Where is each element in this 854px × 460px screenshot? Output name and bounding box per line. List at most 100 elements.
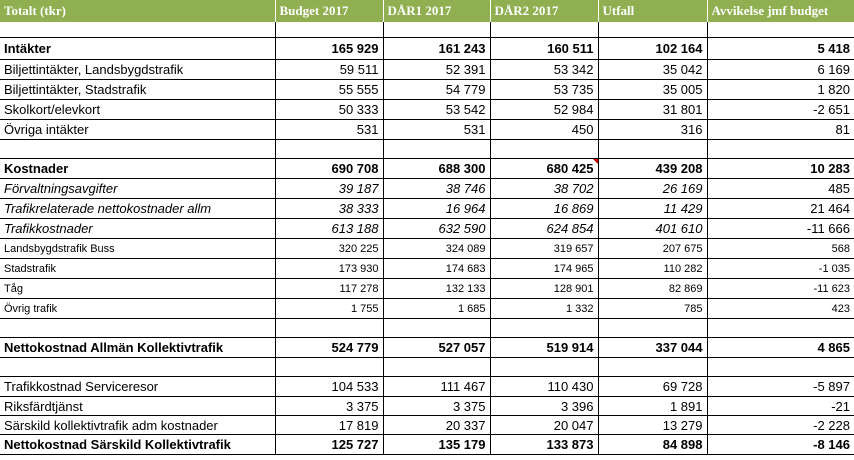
- table-cell[interactable]: Biljettintäkter, Landsbygdstrafik: [0, 59, 275, 80]
- table-cell[interactable]: 52 391: [383, 59, 491, 80]
- table-cell[interactable]: [707, 140, 854, 159]
- table-cell[interactable]: 117 278: [274, 278, 384, 299]
- table-cell[interactable]: 110 430: [490, 376, 599, 397]
- table-cell[interactable]: [274, 22, 384, 38]
- table-cell[interactable]: Trafikkostnad Serviceresor: [0, 376, 275, 397]
- table-cell[interactable]: 531: [274, 119, 384, 140]
- table-cell[interactable]: 38 333: [274, 198, 384, 219]
- table-cell[interactable]: 21 464: [707, 198, 854, 219]
- table-cell[interactable]: [0, 140, 275, 159]
- table-cell[interactable]: 35 005: [598, 79, 708, 100]
- table-cell[interactable]: 128 901: [490, 278, 599, 299]
- header-cell[interactable]: Utfall: [598, 0, 708, 22]
- table-cell[interactable]: 10 283: [707, 158, 854, 179]
- table-cell[interactable]: 160 511: [490, 37, 599, 60]
- table-cell[interactable]: 84 898: [598, 434, 708, 455]
- table-cell[interactable]: [490, 139, 599, 159]
- table-cell[interactable]: -11 666: [707, 218, 854, 239]
- table-cell[interactable]: 53 342: [490, 59, 599, 80]
- table-cell[interactable]: 337 044: [598, 337, 708, 358]
- table-cell[interactable]: -2 228: [707, 415, 854, 435]
- table-cell[interactable]: 439 208: [598, 158, 708, 179]
- table-cell[interactable]: Kostnader: [0, 158, 275, 179]
- table-cell[interactable]: 20 047: [490, 415, 599, 435]
- table-cell[interactable]: 53 542: [383, 99, 491, 120]
- table-cell[interactable]: 1 820: [707, 79, 854, 100]
- table-cell[interactable]: 401 610: [598, 218, 708, 239]
- table-cell[interactable]: -5 897: [707, 376, 854, 397]
- table-cell[interactable]: 35 042: [598, 59, 708, 80]
- table-cell[interactable]: 38 746: [383, 178, 491, 199]
- table-cell[interactable]: 81: [707, 119, 854, 140]
- table-cell[interactable]: Biljettintäkter, Stadstrafik: [0, 79, 275, 100]
- table-cell[interactable]: 54 779: [383, 79, 491, 100]
- table-cell[interactable]: 316: [598, 119, 708, 140]
- table-cell[interactable]: 5 418: [707, 37, 854, 60]
- table-cell[interactable]: -11 623: [707, 278, 854, 299]
- table-cell[interactable]: 104 533: [274, 376, 384, 397]
- table-cell[interactable]: [490, 318, 599, 338]
- table-cell[interactable]: [707, 319, 854, 338]
- header-cell[interactable]: DÅR2 2017: [490, 0, 599, 22]
- table-cell[interactable]: -2 651: [707, 99, 854, 120]
- table-cell[interactable]: 111 467: [383, 376, 491, 397]
- header-cell[interactable]: DÅR1 2017: [383, 0, 491, 22]
- table-cell[interactable]: 11 429: [598, 198, 708, 219]
- table-cell[interactable]: 450: [490, 119, 599, 140]
- table-cell[interactable]: Riksfärdtjänst: [0, 396, 275, 416]
- table-cell[interactable]: 161 243: [383, 37, 491, 60]
- header-cell[interactable]: Avvikelse jmf budget: [707, 0, 854, 22]
- table-cell[interactable]: 1 332: [490, 298, 599, 319]
- table-cell[interactable]: 1 755: [274, 298, 384, 319]
- table-cell[interactable]: 319 657: [490, 238, 599, 259]
- table-cell[interactable]: [707, 22, 854, 38]
- table-cell[interactable]: 174 683: [383, 258, 491, 279]
- table-cell[interactable]: 320 225: [274, 238, 384, 259]
- table-cell[interactable]: 3 375: [274, 396, 384, 416]
- table-cell[interactable]: 1 891: [598, 396, 708, 416]
- table-cell[interactable]: 132 133: [383, 278, 491, 299]
- table-cell[interactable]: [274, 318, 384, 338]
- header-cell[interactable]: Budget 2017: [275, 0, 384, 22]
- table-cell[interactable]: Stadstrafik: [0, 258, 275, 279]
- table-cell[interactable]: 52 984: [490, 99, 599, 120]
- table-cell[interactable]: [490, 357, 599, 377]
- table-cell[interactable]: Nettokostnad Allmän Kollektivtrafik: [0, 337, 275, 358]
- table-cell[interactable]: [598, 139, 708, 159]
- table-cell[interactable]: 519 914: [490, 337, 599, 358]
- table-cell[interactable]: Trafikrelaterade nettokostnader allm: [0, 198, 275, 219]
- table-cell[interactable]: Särskild kollektivtrafik adm kostnader: [0, 415, 275, 435]
- table-cell[interactable]: 50 333: [274, 99, 384, 120]
- table-cell[interactable]: -8 146: [707, 434, 854, 455]
- table-cell[interactable]: 680 425: [490, 158, 599, 179]
- table-cell[interactable]: [707, 358, 854, 377]
- table-cell[interactable]: Trafikkostnader: [0, 218, 275, 239]
- table-cell[interactable]: Nettokostnad Särskild Kollektivtrafik: [0, 434, 275, 455]
- table-cell[interactable]: 3 396: [490, 396, 599, 416]
- table-cell[interactable]: [490, 22, 599, 38]
- table-cell[interactable]: 4 865: [707, 337, 854, 358]
- table-cell[interactable]: 133 873: [490, 434, 599, 455]
- table-cell[interactable]: -21: [707, 396, 854, 416]
- table-cell[interactable]: 6 169: [707, 59, 854, 80]
- table-cell[interactable]: Skolkort/elevkort: [0, 99, 275, 120]
- table-cell[interactable]: 524 779: [274, 337, 384, 358]
- table-cell[interactable]: 125 727: [274, 434, 384, 455]
- table-cell[interactable]: Tåg: [0, 278, 275, 299]
- table-cell[interactable]: Övriga intäkter: [0, 119, 275, 140]
- table-cell[interactable]: 688 300: [383, 158, 491, 179]
- table-cell[interactable]: 16 964: [383, 198, 491, 219]
- table-cell[interactable]: [274, 357, 384, 377]
- table-cell[interactable]: [383, 357, 491, 377]
- table-cell[interactable]: [383, 139, 491, 159]
- table-cell[interactable]: Intäkter: [0, 37, 275, 60]
- table-cell[interactable]: 17 819: [274, 415, 384, 435]
- table-cell[interactable]: -1 035: [707, 258, 854, 279]
- table-cell[interactable]: [598, 357, 708, 377]
- table-cell[interactable]: [383, 318, 491, 338]
- table-cell[interactable]: 55 555: [274, 79, 384, 100]
- table-cell[interactable]: 3 375: [383, 396, 491, 416]
- table-cell[interactable]: 165 929: [274, 37, 384, 60]
- table-cell[interactable]: 53 735: [490, 79, 599, 100]
- table-cell[interactable]: Förvaltningsavgifter: [0, 178, 275, 199]
